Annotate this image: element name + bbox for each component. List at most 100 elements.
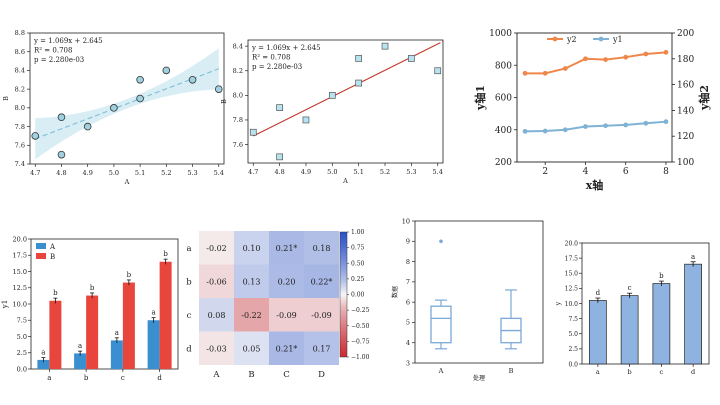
bar — [589, 300, 607, 365]
bar — [652, 283, 671, 365]
y-tick-label: 17.5 — [13, 252, 27, 260]
y-right-axis-label: y轴2 — [697, 85, 711, 111]
y-tick-label: 20.0 — [565, 240, 579, 247]
series-point — [583, 124, 588, 129]
y-tick-label: 8.4 — [15, 67, 25, 75]
fit-line — [35, 68, 219, 140]
bar-A — [147, 320, 160, 369]
x-tick-label: 5.4 — [433, 168, 443, 176]
legend-swatch — [36, 253, 46, 259]
cell-value: 0.05 — [243, 344, 261, 353]
colorbar-tick-label: 0.25 — [351, 276, 365, 283]
x-tick-label: 4.7 — [30, 169, 40, 177]
colorbar-tick-label: 0.00 — [351, 292, 365, 299]
significance-letter: a — [691, 253, 695, 261]
heatmap-cell — [269, 264, 304, 298]
y-tick-label: 0.0 — [17, 365, 27, 373]
y-tick-label: 8.4 — [233, 42, 243, 50]
y-tick-label: 10.0 — [565, 301, 579, 308]
heatmap-cell — [234, 298, 269, 332]
series-point — [623, 54, 629, 60]
data-point — [434, 67, 442, 75]
data-point — [249, 128, 257, 136]
x-tick-label: 5.2 — [161, 169, 171, 177]
y-right-tick-label: 200 — [677, 29, 694, 39]
legend-label: A — [49, 243, 56, 251]
cell-value: 0.13 — [243, 277, 261, 286]
y-tick-label: 17.5 — [565, 255, 579, 262]
legend-label: B — [50, 253, 55, 261]
outlier-point — [439, 239, 443, 244]
y-left-tick-label: 600 — [495, 94, 512, 104]
heatmap-cell — [269, 231, 304, 265]
bar-B — [86, 295, 99, 369]
x-tick-label: c — [121, 374, 125, 382]
x-tick-label: d — [691, 368, 695, 376]
cell-value: -0.09 — [276, 311, 297, 320]
y-left-axis-label: y轴1 — [473, 85, 487, 111]
data-point — [31, 132, 40, 140]
y-tick-label: 4 — [406, 339, 410, 347]
x-tick-label: 5.4 — [214, 169, 224, 177]
y-tick-label: 7.6 — [233, 141, 243, 149]
y-tick-label: 7.8 — [233, 116, 243, 124]
heatmap-cell — [199, 264, 234, 298]
cell-value: 0.22* — [311, 277, 333, 286]
x-tick-label: A — [438, 367, 444, 375]
regression-annotation: y = 1.069x + 2.645 — [251, 44, 321, 52]
legend-label: y2 — [566, 35, 577, 44]
row-label: b — [186, 277, 192, 287]
x-tick-label: B — [509, 367, 514, 375]
bar-B — [159, 261, 172, 369]
data-point — [136, 94, 144, 103]
heatmap-cell — [199, 231, 234, 265]
x-tick-label: 5.0 — [327, 168, 337, 176]
legend-marker — [598, 36, 604, 42]
heatmap-cell — [269, 298, 304, 332]
data-point — [302, 116, 310, 124]
significance-letter: a — [78, 342, 82, 350]
data-point — [83, 122, 92, 131]
y-tick-label: 3 — [406, 359, 410, 367]
colorbar-tick-label: −0.75 — [351, 338, 370, 345]
y-tick-label: 8.2 — [233, 67, 243, 75]
data-point — [276, 104, 283, 112]
x-axis-label: A — [124, 178, 130, 186]
y-tick-label: 5.0 — [17, 333, 27, 341]
colorbar-tick-label: −1.00 — [351, 354, 370, 361]
plot-frame — [414, 220, 544, 364]
y-tick-label: 8.2 — [15, 85, 25, 93]
cell-value: 0.21* — [276, 244, 298, 253]
data-point — [136, 75, 144, 84]
heatmap-cell — [304, 331, 339, 365]
colorbar-tick-label: −0.50 — [351, 323, 370, 330]
column-label: C — [283, 370, 290, 380]
x-axis-label: A — [342, 177, 348, 185]
y-right-tick-label: 180 — [677, 55, 694, 65]
significance-letter: b — [127, 271, 132, 279]
column-label: A — [212, 370, 220, 380]
colorbar-tick-label: 1.00 — [351, 229, 365, 236]
reg1-panel: 4.7 4.8 4.9 5.0 5.1 5.2 5.3 5.4 7.4 7.6 7.8 8.0 8.2 8… — [2, 29, 225, 186]
bar-A — [37, 359, 50, 369]
x-tick-label: 5.1 — [354, 168, 364, 176]
y-tick-label: 8.0 — [15, 104, 25, 112]
heatmap-cell — [234, 331, 269, 365]
data-point — [162, 66, 171, 75]
x-tick-label: a — [596, 368, 600, 376]
y-tick-label: 7.8 — [15, 123, 25, 131]
significance-letter: a — [41, 349, 45, 357]
x-tick-label: 4 — [583, 167, 589, 177]
y-tick-label: 7.5 — [17, 317, 27, 325]
series-point — [562, 127, 568, 133]
y-axis-label: y — [554, 301, 562, 306]
row-label: c — [187, 311, 192, 321]
y-tick-label: 8 — [406, 258, 410, 266]
column-label: B — [248, 370, 254, 380]
series-point — [562, 66, 568, 71]
cell-value: 0.20 — [278, 277, 296, 286]
significance-letter: b — [659, 272, 664, 280]
y-tick-label: 10.0 — [13, 300, 27, 308]
dual-axis-chart: 2 4 6 8 200 400 600 800 1000 100 120 140 160 180 200 x轴… — [473, 29, 711, 192]
colorbar — [339, 231, 348, 358]
